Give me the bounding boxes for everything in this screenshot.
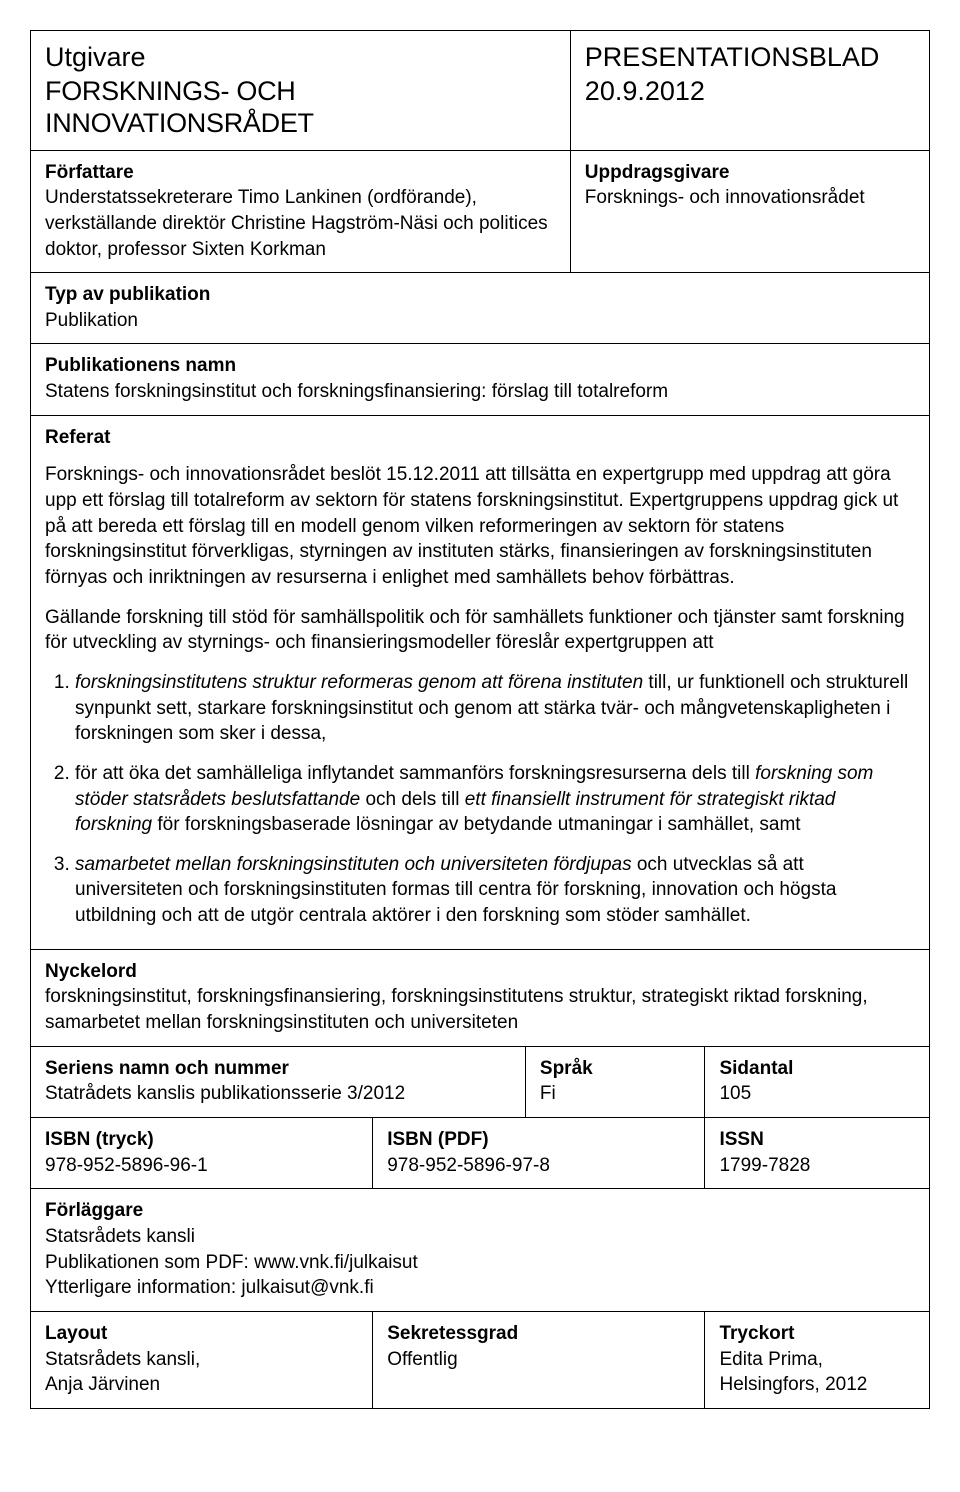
referat-item3-i: samarbetet mellan forskningsinstituten o…: [75, 854, 632, 875]
print-label: Tryckort: [719, 1322, 915, 1347]
print-line2: Helsingfors, 2012: [719, 1372, 915, 1398]
confidentiality-label: Sekretessgrad: [387, 1322, 690, 1347]
referat-item-1: forskningsinstitutens struktur reformera…: [75, 670, 915, 747]
publisher-row: Förläggare Statsrådets kansli Publikatio…: [31, 1189, 929, 1312]
referat-section: Referat Forsknings- och innovationsrådet…: [31, 416, 929, 950]
confidentiality-cell: Sekretessgrad Offentlig: [372, 1312, 704, 1408]
issn-value: 1799-7828: [719, 1153, 915, 1179]
commissioner-cell: Uppdragsgivare Forsknings- och innovatio…: [570, 151, 929, 273]
isbn-pdf-value: 978-952-5896-97-8: [387, 1153, 690, 1179]
document-frame: Utgivare FORSKNINGS- OCH INNOVATIONSRÅDE…: [30, 30, 930, 1409]
referat-item2-a: för att öka det samhälleliga inflytandet…: [75, 763, 755, 784]
isbn-pdf-cell: ISBN (PDF) 978-952-5896-97-8: [372, 1118, 704, 1188]
pages-label: Sidantal: [719, 1057, 915, 1082]
header-left: Utgivare FORSKNINGS- OCH INNOVATIONSRÅDE…: [31, 31, 570, 150]
keywords-text: forskningsinstitut, forskningsfinansieri…: [45, 984, 915, 1035]
keywords-label: Nyckelord: [45, 960, 915, 985]
pages-cell: Sidantal 105: [704, 1047, 929, 1117]
pubtype-row: Typ av publikation Publikation: [31, 273, 929, 344]
print-line1: Edita Prima,: [719, 1347, 915, 1373]
referat-item-3: samarbetet mellan forskningsinstituten o…: [75, 852, 915, 929]
presentationsblad-date: 20.9.2012: [585, 75, 915, 109]
language-value: Fi: [540, 1081, 691, 1107]
language-label: Språk: [540, 1057, 691, 1082]
referat-item-2: för att öka det samhälleliga inflytandet…: [75, 761, 915, 838]
publisher-line3: Ytterligare information: julkaisut@vnk.f…: [45, 1275, 915, 1301]
isbn-pdf-label: ISBN (PDF): [387, 1128, 690, 1153]
publisher-label: Förläggare: [45, 1199, 915, 1224]
layout-line1: Statsrådets kansli,: [45, 1347, 358, 1373]
pubtype-value: Publikation: [45, 308, 915, 334]
referat-para1: Forsknings- och innovationsrådet beslöt …: [45, 462, 915, 590]
footer-row: Layout Statsrådets kansli, Anja Järvinen…: [31, 1312, 929, 1408]
issn-cell: ISSN 1799-7828: [704, 1118, 929, 1188]
series-value: Statrådets kanslis publikationsserie 3/2…: [45, 1081, 511, 1107]
confidentiality-value: Offentlig: [387, 1347, 690, 1373]
print-cell: Tryckort Edita Prima, Helsingfors, 2012: [704, 1312, 929, 1408]
language-cell: Språk Fi: [525, 1047, 705, 1117]
utgivare-org: FORSKNINGS- OCH INNOVATIONSRÅDET: [45, 75, 556, 140]
isbn-row: ISBN (tryck) 978-952-5896-96-1 ISBN (PDF…: [31, 1118, 929, 1189]
authors-cell: Författare Understatssekreterare Timo La…: [31, 151, 570, 273]
series-label: Seriens namn och nummer: [45, 1057, 511, 1082]
commissioner-label: Uppdragsgivare: [585, 161, 915, 186]
referat-para2: Gällande forskning till stöd för samhäll…: [45, 605, 915, 656]
publisher-line2: Publikationen som PDF: www.vnk.fi/julkai…: [45, 1250, 915, 1276]
isbn-print-value: 978-952-5896-96-1: [45, 1153, 358, 1179]
header-right: PRESENTATIONSBLAD 20.9.2012: [570, 31, 929, 150]
publisher-cell: Förläggare Statsrådets kansli Publikatio…: [31, 1189, 929, 1311]
authors-row: Författare Understatssekreterare Timo La…: [31, 151, 929, 274]
pubname-row: Publikationens namn Statens forskningsin…: [31, 344, 929, 415]
pubtype-cell: Typ av publikation Publikation: [31, 273, 929, 343]
referat-item2-b: och dels till: [360, 789, 465, 810]
series-row: Seriens namn och nummer Statrådets kansl…: [31, 1047, 929, 1118]
layout-cell: Layout Statsrådets kansli, Anja Järvinen: [31, 1312, 372, 1408]
layout-label: Layout: [45, 1322, 358, 1347]
header-row: Utgivare FORSKNINGS- OCH INNOVATIONSRÅDE…: [31, 31, 929, 151]
pubname-label: Publikationens namn: [45, 354, 915, 379]
pubtype-label: Typ av publikation: [45, 283, 915, 308]
commissioner-text: Forsknings- och innovationsrådet: [585, 185, 915, 211]
referat-item2-c: för forskningsbaserade lösningar av bety…: [152, 814, 800, 835]
authors-label: Författare: [45, 161, 556, 186]
pubname-value: Statens forskningsinstitut och forskning…: [45, 379, 915, 405]
series-cell: Seriens namn och nummer Statrådets kansl…: [31, 1047, 525, 1117]
isbn-print-cell: ISBN (tryck) 978-952-5896-96-1: [31, 1118, 372, 1188]
presentationsblad-label: PRESENTATIONSBLAD: [585, 41, 915, 75]
keywords-cell: Nyckelord forskningsinstitut, forsknings…: [31, 950, 929, 1046]
pages-value: 105: [719, 1081, 915, 1107]
issn-label: ISSN: [719, 1128, 915, 1153]
utgivare-label: Utgivare: [45, 41, 556, 75]
isbn-print-label: ISBN (tryck): [45, 1128, 358, 1153]
keywords-row: Nyckelord forskningsinstitut, forsknings…: [31, 950, 929, 1047]
pubname-cell: Publikationens namn Statens forskningsin…: [31, 344, 929, 414]
authors-text: Understatssekreterare Timo Lankinen (ord…: [45, 185, 556, 262]
referat-label: Referat: [45, 426, 915, 451]
publisher-line1: Statsrådets kansli: [45, 1224, 915, 1250]
referat-list: forskningsinstitutens struktur reformera…: [45, 670, 915, 929]
referat-item1-italic: forskningsinstitutens struktur reformera…: [75, 672, 643, 693]
layout-line2: Anja Järvinen: [45, 1372, 358, 1398]
